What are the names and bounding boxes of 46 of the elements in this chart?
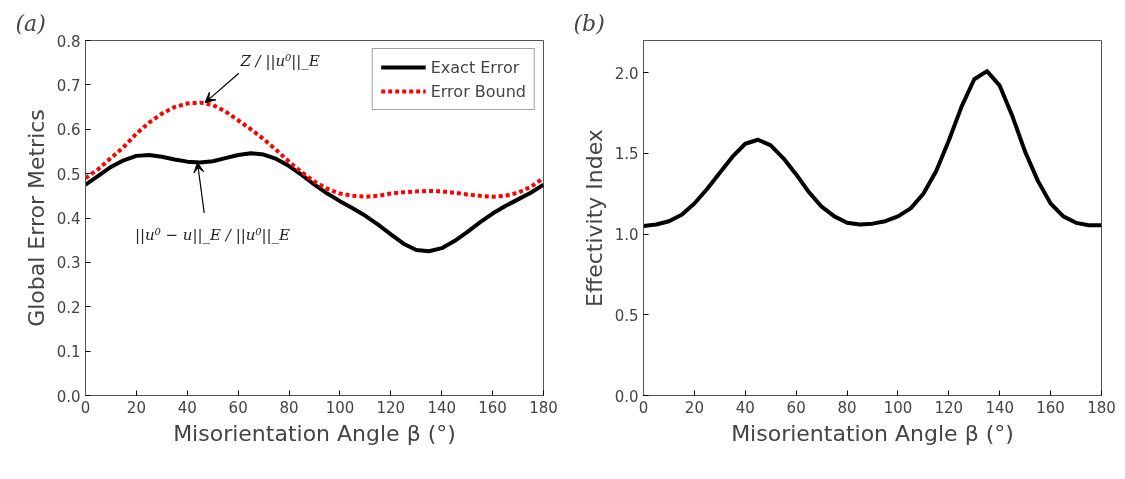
x-tick-label: 120 (934, 398, 964, 417)
x-axis-title: Misorientation Angle β (°) (173, 420, 456, 446)
x-tick-label: 0 (638, 398, 649, 417)
x-tick-label: 100 (325, 398, 355, 417)
x-tick-label: 120 (376, 398, 406, 417)
y-tick-label: 0.7 (56, 76, 81, 95)
y-tick-label: 0.1 (56, 343, 81, 362)
x-tick-label: 180 (1087, 398, 1116, 417)
x-tick-label: 100 (883, 398, 913, 417)
annotation: ||u⁰ − u||_E / ||u⁰||_E (134, 225, 291, 244)
x-tick-label: 140 (427, 398, 457, 417)
x-tick-label: 80 (837, 398, 857, 417)
x-tick-label: 160 (1036, 398, 1065, 417)
x-tick-label: 180 (529, 398, 558, 417)
x-tick-label: 20 (126, 398, 146, 417)
x-axis-title: Misorientation Angle β (°) (731, 420, 1014, 446)
y-axis-title: Effectivity Index (581, 129, 607, 307)
y-tick-label: 2.0 (614, 64, 639, 83)
y-tick-label: 0.3 (56, 254, 81, 273)
y-tick-label: 0.5 (614, 306, 639, 325)
annotation: Z / ||u⁰||_E (239, 51, 320, 70)
x-tick-label: 40 (735, 398, 755, 417)
x-tick-label: 0 (80, 398, 91, 417)
line-series (85, 151, 544, 254)
y-tick-label: 1.5 (614, 145, 639, 164)
x-tick-label: 60 (228, 398, 248, 417)
x-tick-label: 140 (985, 398, 1015, 417)
y-tick-label: 0.0 (614, 387, 639, 406)
x-tick-label: 40 (177, 398, 197, 417)
y-tick-label: 0.6 (56, 121, 81, 140)
y-axis-title: Global Error Metrics (23, 109, 49, 327)
x-tick-label: 60 (786, 398, 806, 417)
y-tick-label: 0.4 (56, 210, 81, 228)
x-tick-label: 20 (684, 398, 704, 417)
x-tick-label: 160 (478, 398, 507, 417)
legend-label: Exact Error (430, 57, 520, 77)
y-tick-label: 1.0 (614, 226, 639, 245)
y-tick-label: 0.8 (56, 32, 81, 51)
chart-title: (a) (15, 10, 46, 36)
x-tick-label: 80 (279, 398, 299, 417)
y-tick-label: 0.2 (56, 298, 81, 317)
y-tick-label: 0.5 (56, 165, 81, 184)
y-tick-label: 0.0 (56, 387, 81, 406)
chart-title: (b) (573, 10, 605, 36)
line-series (643, 69, 1102, 229)
legend-label: Error Bound (430, 81, 526, 101)
